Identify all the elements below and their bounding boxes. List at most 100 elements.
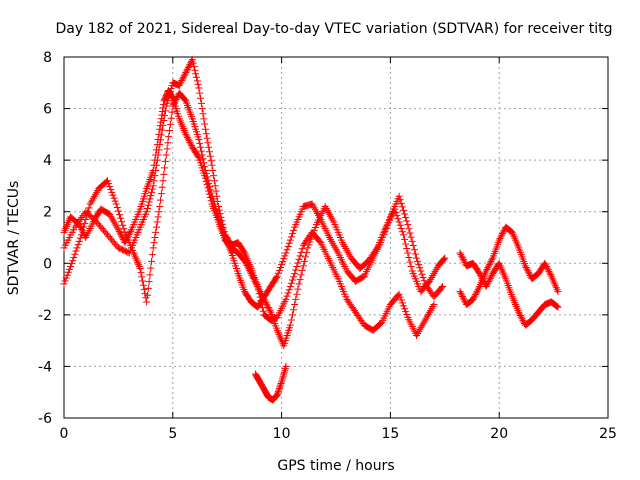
axis-ticks: 0 5 10 15 20 25 -6 -4 -2 0 2 4 6 8 — [38, 50, 617, 442]
data-point — [158, 126, 166, 134]
data-point — [170, 99, 178, 107]
data-point — [407, 233, 415, 241]
data-point — [111, 197, 119, 205]
data-point — [201, 166, 209, 174]
data-point — [483, 265, 491, 273]
data-point — [214, 197, 222, 205]
series-track-3 — [60, 56, 438, 339]
data-point — [397, 224, 405, 232]
data-point — [415, 261, 423, 269]
data-point — [515, 308, 523, 316]
data-point — [156, 203, 164, 211]
data-point — [165, 133, 173, 141]
data-point — [485, 278, 493, 286]
data-point — [72, 247, 80, 255]
data-point — [179, 75, 187, 83]
data-point — [393, 212, 401, 220]
data-point — [77, 231, 85, 239]
data-point — [159, 177, 167, 185]
data-point — [297, 271, 305, 279]
data-point — [203, 134, 211, 142]
data-point — [146, 271, 154, 279]
data-point — [168, 108, 176, 116]
data-point — [298, 266, 306, 274]
data-point — [472, 291, 480, 299]
data-point — [163, 145, 171, 153]
data-point — [276, 383, 284, 391]
data-point — [192, 70, 200, 78]
data-point — [150, 177, 158, 185]
data-point — [148, 251, 156, 259]
data-point — [148, 188, 156, 196]
data-point — [476, 271, 484, 279]
data-point — [144, 291, 152, 299]
x-tick-label: 5 — [168, 426, 177, 442]
data-point — [259, 307, 267, 315]
data-point — [158, 183, 166, 191]
data-point — [60, 280, 68, 288]
data-point — [147, 264, 155, 272]
data-point — [197, 99, 205, 107]
data-point — [396, 221, 404, 229]
data-point — [148, 185, 156, 193]
data-point — [148, 257, 156, 265]
y-tick-label: 8 — [43, 50, 52, 66]
data-point — [440, 255, 448, 263]
data-point — [240, 248, 248, 256]
data-point — [286, 236, 294, 244]
data-point — [197, 143, 205, 151]
x-tick-label: 15 — [381, 426, 399, 442]
data-point — [191, 66, 199, 74]
data-point — [407, 263, 415, 271]
data-point — [185, 137, 193, 145]
data-point — [418, 270, 426, 278]
data-point — [458, 291, 466, 299]
data-point — [144, 204, 152, 212]
y-axis-label: SDTVAR / TECUs — [6, 181, 22, 296]
data-point — [401, 210, 409, 218]
data-point — [118, 218, 126, 226]
data-point — [441, 254, 449, 262]
data-marks — [60, 56, 562, 404]
data-point — [384, 219, 392, 227]
data-point — [547, 271, 555, 279]
data-point — [456, 288, 464, 296]
data-point — [382, 224, 390, 232]
data-point — [126, 229, 134, 237]
data-point — [521, 262, 529, 270]
data-point — [81, 219, 89, 227]
data-point — [488, 271, 496, 279]
data-point — [156, 141, 164, 149]
data-point — [114, 207, 122, 215]
data-point — [277, 263, 285, 271]
data-point — [166, 120, 174, 128]
data-point — [173, 94, 181, 102]
data-point — [182, 130, 190, 138]
data-point — [403, 217, 411, 225]
data-point — [152, 228, 160, 236]
data-point — [395, 290, 403, 298]
data-point — [75, 237, 83, 245]
data-point — [298, 245, 306, 253]
data-point — [158, 107, 166, 115]
data-point — [117, 214, 125, 222]
data-point — [137, 269, 145, 277]
data-point — [112, 200, 120, 208]
data-point — [385, 216, 393, 224]
data-point — [479, 276, 487, 284]
data-point — [104, 177, 112, 185]
data-point — [486, 274, 494, 282]
data-point — [157, 190, 165, 198]
series-track-5 — [456, 223, 562, 309]
data-point — [200, 115, 208, 123]
data-point — [296, 275, 304, 283]
data-point — [299, 262, 307, 270]
data-point — [201, 125, 209, 133]
data-point — [165, 93, 173, 101]
data-point — [190, 63, 198, 71]
data-point — [108, 188, 116, 196]
data-point — [286, 321, 294, 329]
data-point — [152, 223, 160, 231]
data-point — [290, 306, 298, 314]
